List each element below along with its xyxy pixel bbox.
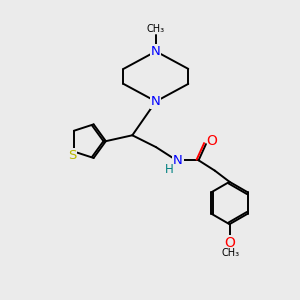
Text: H: H: [165, 163, 173, 176]
Text: CH₃: CH₃: [222, 248, 240, 258]
Text: N: N: [151, 95, 161, 108]
Text: N: N: [173, 154, 183, 167]
Text: N: N: [151, 45, 161, 58]
Text: S: S: [68, 148, 76, 162]
Text: O: O: [224, 236, 235, 250]
Text: CH₃: CH₃: [147, 24, 165, 34]
Text: O: O: [206, 134, 217, 148]
